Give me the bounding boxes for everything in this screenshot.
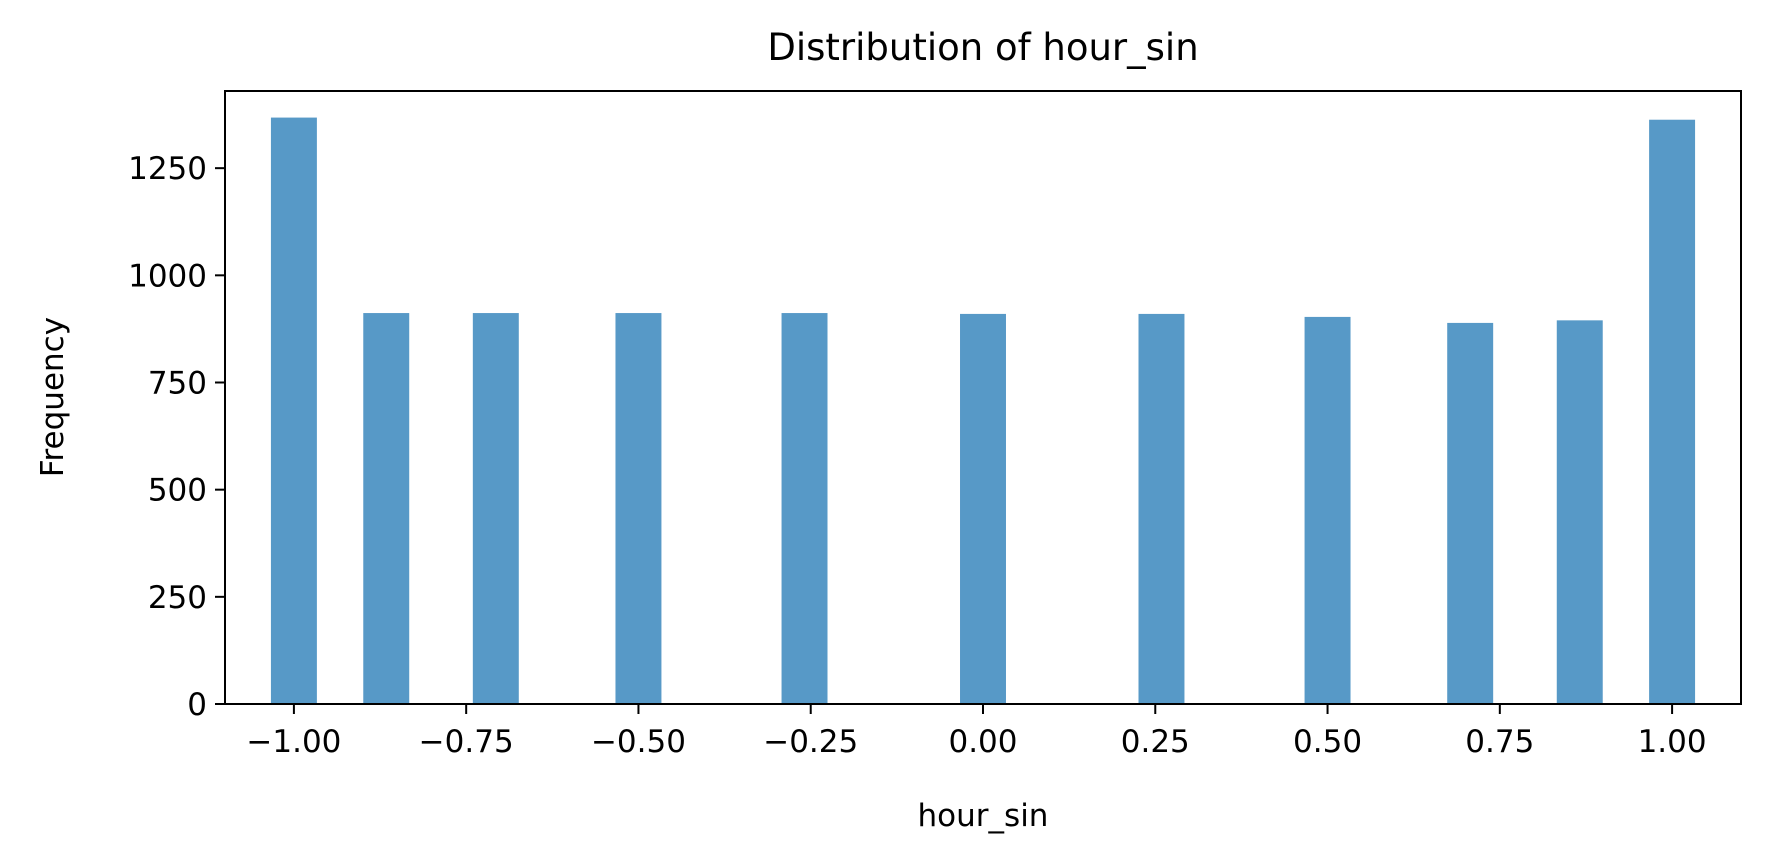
bars-group	[270, 117, 1696, 705]
x-tick-label-6: 0.50	[1293, 724, 1362, 760]
x-tick-label-8: 1.00	[1638, 724, 1707, 760]
y-tick-label-0: 0	[187, 687, 207, 723]
histogram-bar-0	[270, 117, 317, 704]
histogram-bar-1	[363, 313, 410, 704]
histogram-bar-3	[615, 313, 662, 704]
x-axis-ticks: −1.00 −0.75 −0.50 −0.25 0.00 0.25 0.50 0.75 1.00	[246, 704, 1707, 760]
y-tick-label-4: 1000	[128, 258, 207, 294]
x-tick-label-1: −0.75	[419, 724, 514, 760]
chart-title: Distribution of hour_sin	[767, 26, 1198, 69]
histogram-bar-9	[1556, 320, 1603, 704]
y-tick-label-5: 1250	[128, 151, 207, 187]
y-axis-ticks: 0 250 500 750 1000 1250	[128, 151, 225, 723]
y-tick-label-2: 500	[148, 473, 207, 509]
histogram-bar-2	[472, 313, 519, 704]
histogram-bar-7	[1304, 316, 1351, 704]
histogram-bar-4	[781, 313, 828, 704]
y-tick-label-1: 250	[148, 580, 207, 616]
x-tick-label-7: 0.75	[1465, 724, 1534, 760]
x-tick-label-5: 0.25	[1121, 724, 1190, 760]
x-tick-label-3: −0.25	[763, 724, 858, 760]
x-tick-label-4: 0.00	[948, 724, 1017, 760]
x-tick-label-0: −1.00	[246, 724, 341, 760]
x-tick-label-2: −0.50	[591, 724, 686, 760]
y-axis-label: Frequency	[35, 317, 71, 477]
histogram-bar-5	[960, 313, 1006, 704]
histogram-bar-6	[1138, 313, 1185, 704]
y-tick-label-3: 750	[148, 365, 207, 401]
histogram-bar-10	[1649, 119, 1696, 705]
histogram-bar-8	[1447, 322, 1494, 704]
x-axis-label: hour_sin	[918, 798, 1049, 834]
